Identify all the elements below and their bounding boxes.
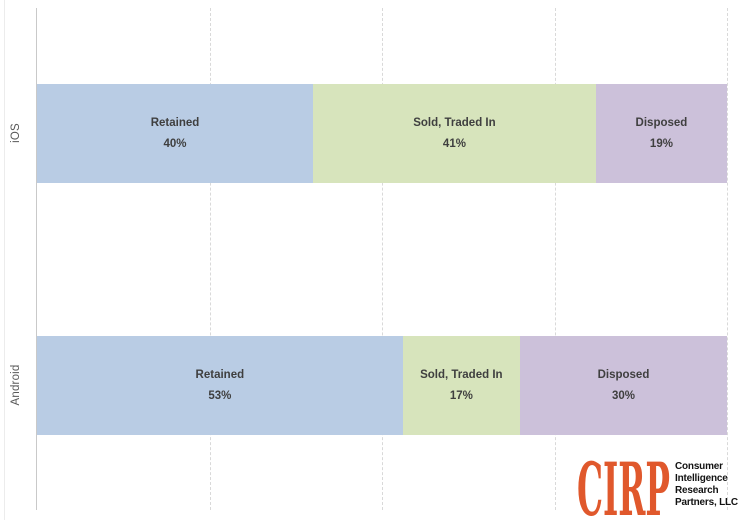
plot-area: Retained 40% Sold, Traded In 41% Disposed 19%… <box>37 8 728 510</box>
segment-name-label: Sold, Traded In <box>420 368 503 381</box>
segment-name-label: Sold, Traded In <box>413 116 496 129</box>
cirp-logo: CIRP Consumer Intelligence Research Partner… <box>577 459 740 518</box>
segment-value-label: 19% <box>649 137 673 150</box>
bar-segment: Disposed 30% <box>519 336 727 435</box>
logo-text-line: Partners, LLC <box>675 496 738 508</box>
y-axis-line <box>36 8 37 510</box>
logo-text-line: Research <box>675 484 719 496</box>
gridline-50pct <box>382 8 383 510</box>
cirp-logo-mark: CIRP <box>577 459 670 518</box>
gridline-100pct <box>727 8 728 510</box>
bar-segment: Sold, Traded In 41% <box>313 84 596 183</box>
segment-name-label: Retained <box>195 368 245 381</box>
segment-name-label: Retained <box>150 116 200 129</box>
segment-name-label: Disposed <box>597 368 650 381</box>
svg-text:CIRP: CIRP <box>577 459 670 518</box>
chart-left-border <box>4 0 5 520</box>
segment-value-label: 17% <box>449 389 473 402</box>
category-label-ios: iOS <box>10 123 22 143</box>
gridline-75pct <box>554 8 556 510</box>
bar-row-android: Retained 53% Sold, Traded In 17% Disposed 30% <box>37 336 727 435</box>
cirp-logo-text: Consumer Intelligence Research Partners, LL… <box>675 460 738 508</box>
gridline-25pct <box>209 8 211 510</box>
bar-segment: Retained 40% <box>37 84 313 183</box>
segment-value-label: 30% <box>611 389 635 402</box>
segment-value-label: 53% <box>208 389 232 402</box>
bar-segment: Retained 53% <box>37 336 403 435</box>
segment-value-label: 41% <box>442 137 466 150</box>
category-label-android: Android <box>10 364 22 406</box>
logo-text-line: Intelligence <box>675 472 728 484</box>
bar-segment: Disposed 19% <box>595 84 727 183</box>
logo-text-line: Consumer <box>675 460 723 472</box>
segment-value-label: 40% <box>163 137 187 150</box>
segment-name-label: Disposed <box>635 116 688 129</box>
bar-segment: Sold, Traded In 17% <box>402 336 520 435</box>
bar-row-ios: Retained 40% Sold, Traded In 41% Disposed 19% <box>37 84 727 183</box>
